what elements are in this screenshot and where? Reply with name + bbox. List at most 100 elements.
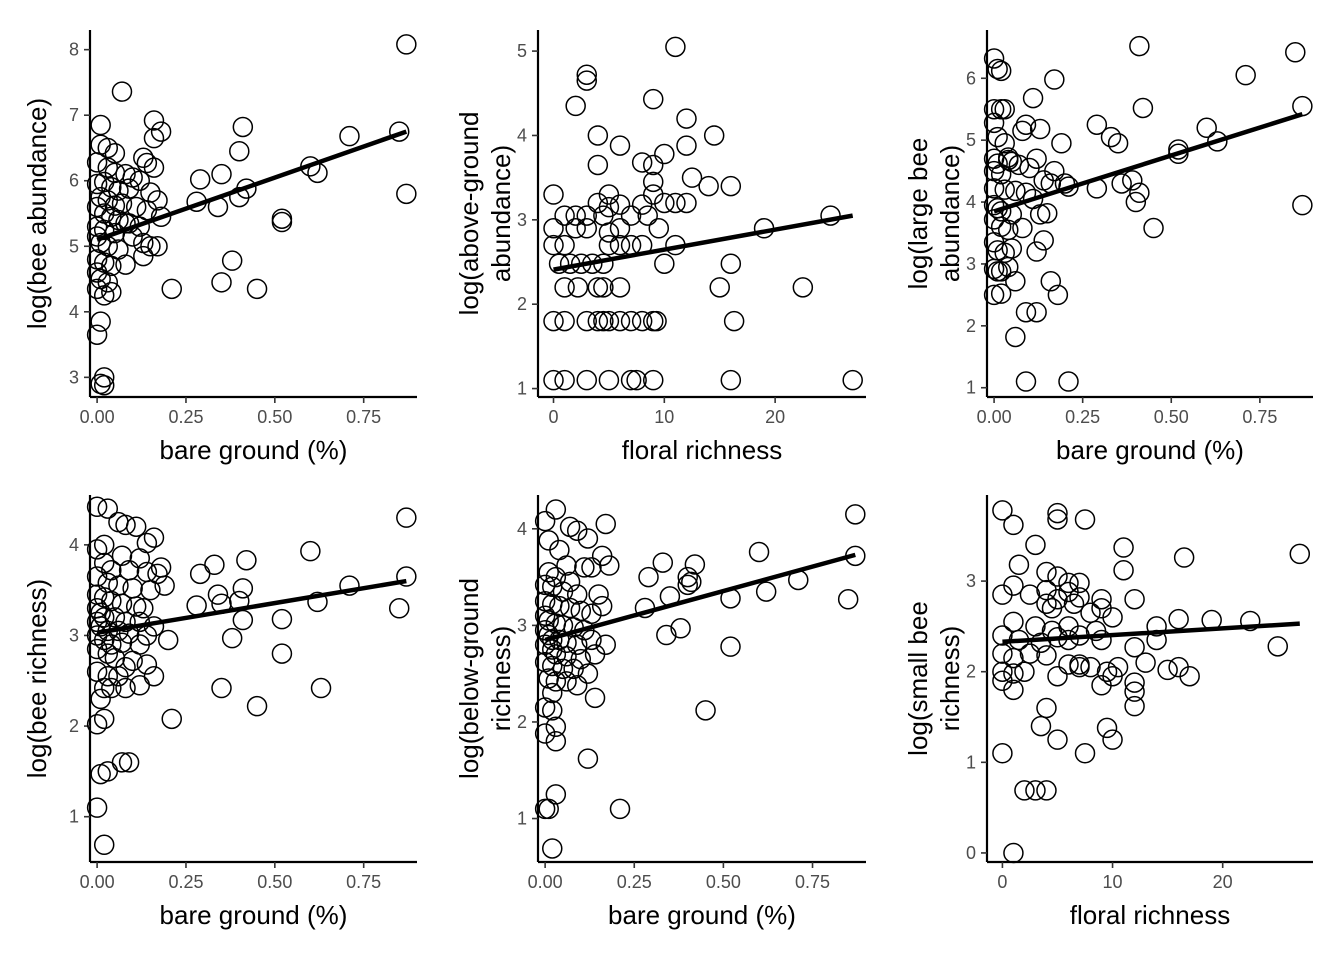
data-point — [1086, 114, 1108, 135]
data-point — [86, 797, 108, 818]
data-point — [154, 575, 175, 596]
data-point — [549, 595, 570, 617]
y-tick-label: 4 — [69, 302, 79, 322]
x-axis-title: bare ground (%) — [608, 900, 796, 930]
data-point — [189, 563, 211, 585]
data-point — [1091, 629, 1112, 651]
data-point — [221, 627, 243, 649]
data-point — [983, 194, 1005, 216]
data-point — [1235, 64, 1256, 86]
data-point — [720, 175, 742, 197]
y-axis-title: log(bee abundance) — [22, 98, 52, 329]
data-point — [565, 218, 586, 239]
data-point — [136, 152, 158, 174]
data-point — [576, 64, 598, 85]
data-point — [1003, 611, 1024, 633]
y-tick-label: 4 — [517, 519, 527, 539]
data-point — [1135, 652, 1156, 673]
data-point — [983, 98, 1005, 120]
data-point — [143, 110, 165, 131]
data-point — [1047, 509, 1068, 530]
data-point — [1036, 645, 1057, 666]
y-tick-label: 3 — [517, 615, 527, 635]
y-tick-label: 0 — [966, 843, 976, 863]
data-point — [1146, 616, 1167, 637]
data-point — [665, 192, 686, 214]
data-point — [1289, 543, 1311, 565]
data-point — [538, 530, 559, 551]
data-point — [232, 578, 254, 599]
data-point — [204, 554, 225, 576]
data-point — [1047, 566, 1068, 587]
y-tick-label: 2 — [517, 294, 527, 314]
data-point — [1168, 608, 1189, 630]
data-point — [609, 218, 631, 239]
x-axis-title: bare ground (%) — [160, 435, 348, 465]
data-point — [1047, 502, 1068, 524]
data-point — [642, 184, 664, 205]
data-point — [90, 114, 111, 136]
data-point — [990, 163, 1012, 185]
data-point — [587, 125, 609, 146]
x-tick-label: 0.00 — [80, 407, 115, 427]
data-point — [1157, 659, 1178, 681]
x-tick-label: 0.50 — [257, 407, 292, 427]
data-point — [236, 549, 257, 571]
panel-2: 0 10 20 1 2 3 4 5 floral richness log(above-groun… — [454, 30, 866, 465]
data-point — [626, 369, 647, 391]
data-point — [1058, 581, 1079, 603]
data-point — [992, 643, 1013, 664]
data-point — [552, 658, 574, 680]
data-point — [534, 723, 556, 744]
data-point — [111, 193, 133, 214]
data-point — [97, 498, 119, 519]
data-point — [97, 665, 119, 687]
data-point — [111, 81, 133, 102]
data-point — [1143, 217, 1164, 239]
data-point — [656, 624, 677, 646]
data-point — [837, 589, 859, 610]
data-point — [143, 527, 165, 548]
data-point — [642, 171, 664, 193]
data-point — [987, 58, 1008, 80]
data-point — [591, 595, 613, 617]
data-point — [609, 310, 631, 332]
trend-line — [1002, 621, 1300, 645]
data-point — [1124, 636, 1145, 658]
data-point — [565, 95, 586, 117]
data-point — [1102, 607, 1123, 628]
data-point — [994, 179, 1015, 200]
data-point — [115, 213, 136, 234]
data-point — [542, 655, 563, 677]
y-tick-label: 2 — [69, 716, 79, 736]
data-point — [1168, 143, 1189, 165]
data-point — [545, 644, 567, 665]
data-point — [111, 545, 133, 566]
y-tick-label: 5 — [517, 41, 527, 61]
trend-line — [96, 578, 407, 635]
data-point — [609, 798, 631, 820]
data-point — [983, 112, 1005, 134]
data-point — [1124, 695, 1145, 717]
x-tick-label: 0.50 — [1154, 407, 1189, 427]
data-point — [129, 675, 151, 696]
data-point — [1111, 173, 1132, 194]
data-point — [157, 629, 179, 651]
data-point — [136, 654, 158, 675]
data-point — [310, 677, 332, 699]
data-point — [1196, 117, 1217, 139]
data-point — [86, 714, 108, 735]
data-point — [1107, 133, 1129, 154]
data-point — [93, 834, 115, 856]
data-point — [723, 310, 745, 332]
data-point — [577, 528, 599, 549]
data-point — [654, 253, 675, 274]
data-point — [115, 514, 136, 536]
x-tick-label: 20 — [765, 407, 785, 427]
data-point — [587, 277, 609, 298]
data-point — [396, 34, 417, 55]
x-tick-label: 0.75 — [346, 872, 381, 892]
data-point — [1173, 547, 1195, 568]
data-point — [211, 272, 232, 293]
data-point — [994, 133, 1015, 154]
